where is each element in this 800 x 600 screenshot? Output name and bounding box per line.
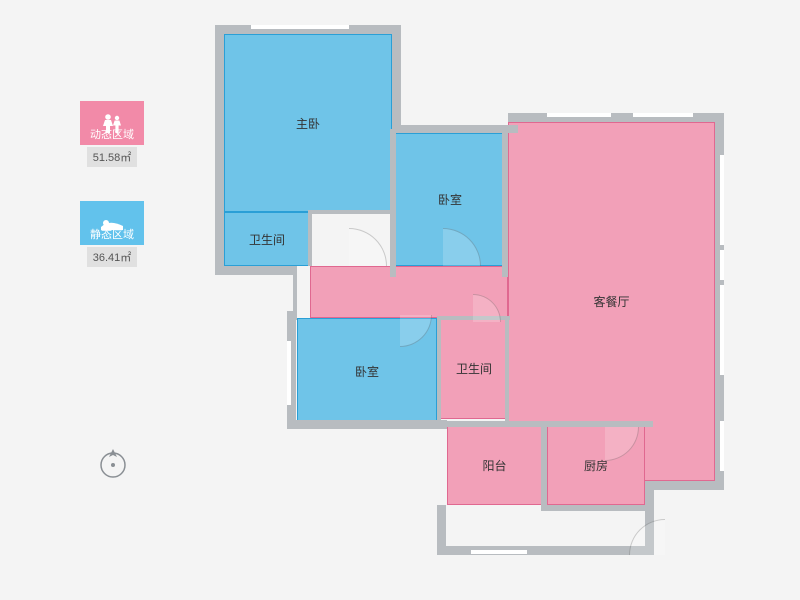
wall: [392, 25, 401, 125]
room-label-bath1: 卫生间: [249, 231, 285, 248]
window-opening: [720, 421, 724, 471]
legend-dynamic-value: 51.58㎡: [87, 147, 138, 167]
room-bath1: 卫生间: [224, 212, 310, 266]
door-arc: [629, 519, 701, 591]
window-opening: [547, 113, 611, 117]
legend-static-value: 36.41㎡: [87, 247, 138, 267]
wall: [215, 266, 293, 275]
wall: [645, 481, 724, 490]
wall: [505, 316, 509, 426]
room-bath2: 卫生间: [440, 318, 508, 419]
room-label-kitchen: 厨房: [584, 457, 608, 474]
room-label-bedroom3: 卧室: [355, 363, 379, 380]
legend-dynamic-title: 动态区域: [80, 126, 144, 145]
room-label-living: 客餐厅: [593, 293, 629, 310]
room-label-balcony: 阳台: [482, 457, 506, 474]
wall: [437, 316, 441, 426]
room-master-bed: 主卧: [224, 34, 392, 212]
wall: [308, 210, 312, 266]
window-opening: [471, 550, 527, 554]
window-opening: [633, 113, 693, 117]
compass-icon: [95, 445, 131, 481]
room-label-bedroom2: 卧室: [438, 191, 462, 208]
window-opening: [720, 155, 724, 245]
wall: [541, 505, 653, 511]
legend-static-title: 静态区域: [80, 226, 144, 245]
wall: [541, 423, 547, 511]
wall: [293, 266, 297, 316]
wall: [308, 210, 396, 214]
wall: [392, 125, 518, 133]
wall: [287, 420, 447, 429]
room-label-master-bed: 主卧: [296, 115, 320, 132]
window-opening: [720, 285, 724, 375]
window-opening: [720, 250, 724, 280]
legend-static: 静态区域 36.41㎡: [80, 201, 144, 267]
room-label-bath2: 卫生间: [456, 360, 492, 377]
wall: [437, 546, 654, 555]
window-opening: [287, 341, 291, 405]
legend-dynamic: 动态区域 51.58㎡: [80, 101, 144, 167]
wall: [502, 129, 508, 277]
room-balcony: 阳台: [447, 425, 542, 505]
window-opening: [251, 25, 349, 29]
wall: [215, 25, 224, 275]
wall: [390, 129, 396, 277]
wall: [437, 505, 446, 555]
